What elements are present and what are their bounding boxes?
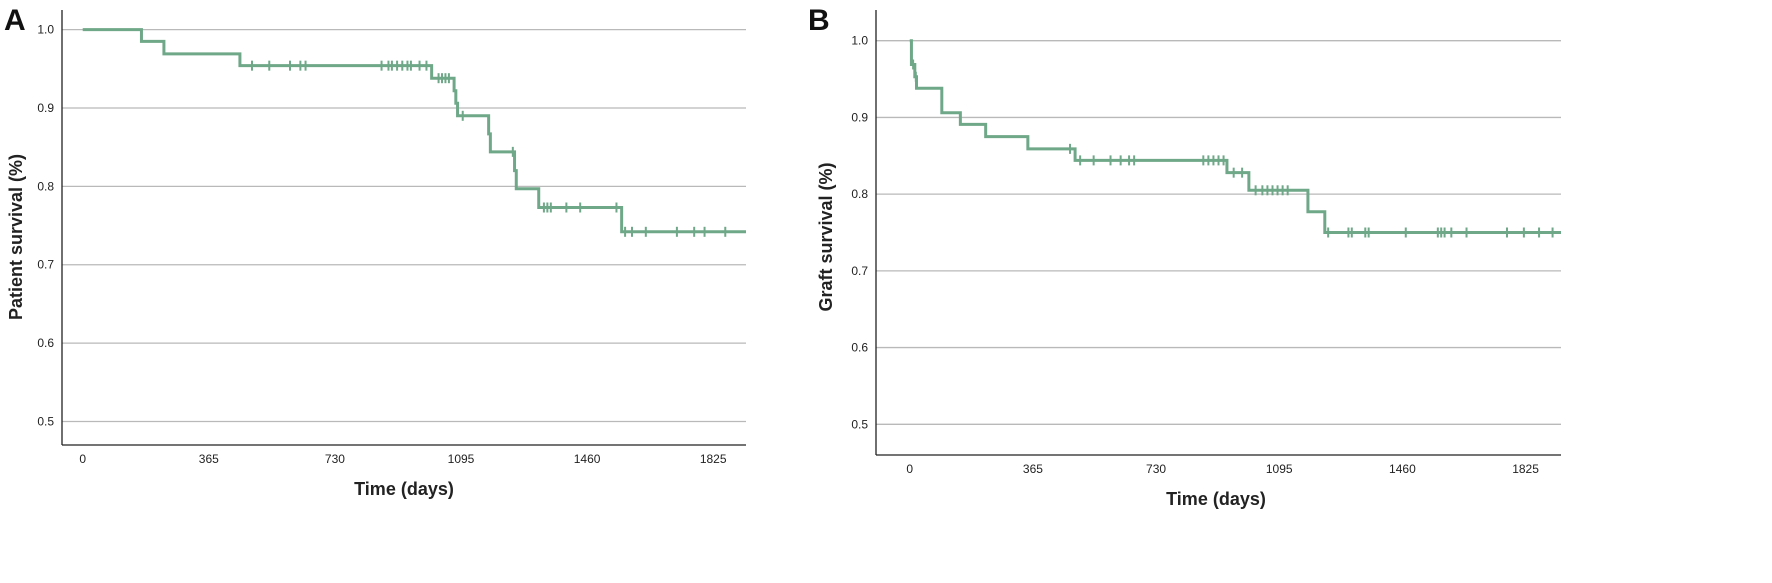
grid-lines-b: [876, 40, 1561, 425]
x-axis-title-b: Time (days): [1166, 489, 1266, 509]
x-tick-label-b-5: 1825: [1512, 462, 1539, 476]
y-tick-label-a-5: 1.0: [37, 23, 54, 37]
y-axis-title-b: Graft survival (%): [816, 162, 836, 311]
axes-b: [875, 10, 1561, 456]
y-tick-label-b-3: 0.8: [851, 187, 868, 201]
x-tick-label-a-2: 730: [325, 452, 345, 466]
x-tick-label-a-5: 1825: [700, 452, 727, 466]
x-tick-label-b-4: 1460: [1389, 462, 1416, 476]
x-tick-label-b-1: 365: [1023, 462, 1043, 476]
y-tick-label-a-1: 0.6: [37, 336, 54, 350]
axes-a: [61, 10, 746, 446]
survival-curve-a: [82, 28, 746, 234]
data-layer-b: [909, 39, 1561, 238]
panel-label-a: A: [4, 4, 26, 37]
y-tick-label-b-4: 0.9: [851, 110, 868, 124]
panel-b: B Graft survival (%) Time (days) 0.50.60…: [808, 4, 1561, 509]
x-tick-labels-b: 0 365 730 1095 1460 1825: [906, 462, 1539, 476]
x-axis-title-a: Time (days): [354, 479, 454, 499]
y-tick-label-b-0: 0.5: [851, 417, 868, 431]
y-tick-label-b-1: 0.6: [851, 341, 868, 355]
y-tick-label-a-2: 0.7: [37, 258, 54, 272]
panel-a: A Patient survival (%) Time (days) 0.50.…: [4, 4, 746, 499]
x-tick-label-b-3: 1095: [1266, 462, 1293, 476]
y-tick-labels-a: 0.5 0.6 0.7 0.8 0.9 1.0: [37, 23, 54, 429]
x-tick-label-a-3: 1095: [448, 452, 475, 466]
x-tick-label-a-0: 0: [79, 452, 86, 466]
y-tick-label-a-0: 0.5: [37, 414, 54, 428]
x-tick-label-a-1: 365: [199, 452, 219, 466]
y-tick-labels-b: 0.5 0.6 0.7 0.8 0.9 1.0: [851, 34, 868, 432]
y-tick-label-b-2: 0.7: [851, 264, 868, 278]
x-tick-label-a-4: 1460: [574, 452, 601, 466]
panel-label-b: B: [808, 4, 830, 37]
x-tick-label-b-2: 730: [1146, 462, 1166, 476]
survival-curve-b: [909, 39, 1561, 234]
x-tick-label-b-0: 0: [906, 462, 913, 476]
data-layer-a: [82, 28, 746, 237]
y-tick-label-a-3: 0.8: [37, 179, 54, 193]
y-axis-title-a: Patient survival (%): [6, 154, 26, 320]
y-tick-label-b-5: 1.0: [851, 34, 868, 48]
grid-lines-a: [62, 28, 746, 423]
x-tick-labels-a: 0 365 730 1095 1460 1825: [79, 452, 726, 466]
y-tick-label-a-4: 0.9: [37, 101, 54, 115]
